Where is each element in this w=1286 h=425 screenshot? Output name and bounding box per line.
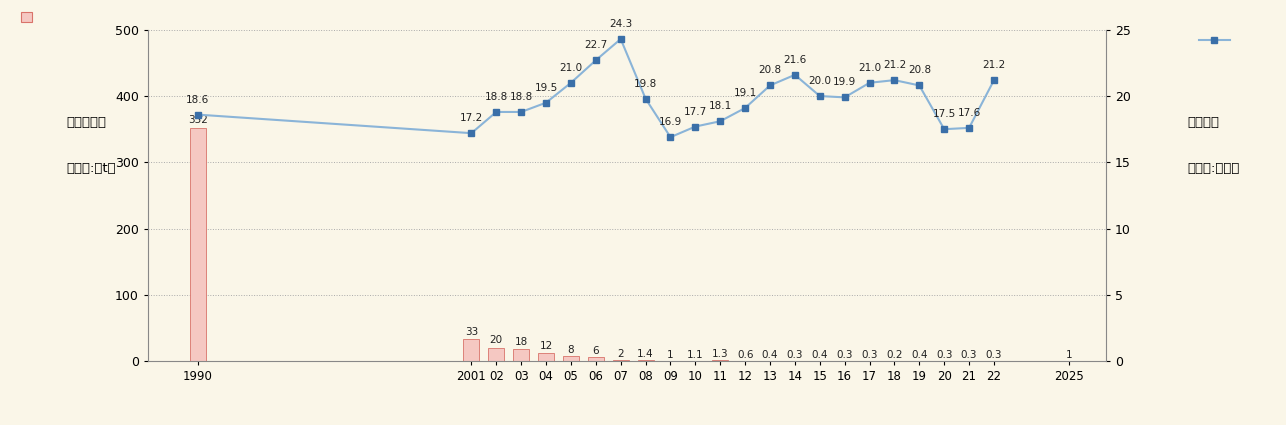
Text: 19.8: 19.8 [634,79,657,89]
Text: 2: 2 [617,349,624,359]
Bar [538,353,554,361]
Bar [588,357,604,361]
Text: 20.0: 20.0 [809,76,831,86]
Bar [513,349,530,361]
Text: 20.8: 20.8 [759,65,782,76]
Text: 16.9: 16.9 [658,117,682,127]
Text: 1.3: 1.3 [712,349,729,360]
Bar [463,340,480,361]
Text: 0.3: 0.3 [936,350,953,360]
Text: 21.6: 21.6 [783,55,806,65]
Text: （単位:千t）: （単位:千t） [67,162,116,176]
Text: 21.0: 21.0 [858,63,881,73]
Text: （単位:兆円）: （単位:兆円） [1187,162,1240,176]
Text: 0.6: 0.6 [737,350,754,360]
Bar [563,356,579,361]
Text: 1: 1 [667,350,674,360]
Bar [638,360,653,361]
Text: 0.3: 0.3 [961,350,977,360]
Bar [612,360,629,361]
Text: 最終処分量: 最終処分量 [67,116,107,129]
Text: 19.1: 19.1 [733,88,756,98]
Text: 0.4: 0.4 [910,350,927,360]
Text: 17.7: 17.7 [684,107,707,116]
Text: 18.1: 18.1 [709,101,732,111]
Bar [489,348,504,361]
Bar [1061,360,1076,361]
Legend:  [21,12,41,23]
Text: 17.6: 17.6 [958,108,981,118]
Text: 21.2: 21.2 [882,60,907,70]
Text: 0.3: 0.3 [986,350,1002,360]
Text: 0.3: 0.3 [862,350,878,360]
Text: 0.3: 0.3 [787,350,804,360]
Text: 19.9: 19.9 [833,77,856,88]
Text: 18.8: 18.8 [485,92,508,102]
Text: 12: 12 [539,341,553,351]
Text: 17.2: 17.2 [460,113,484,123]
Text: 22.7: 22.7 [584,40,607,50]
Text: 33: 33 [464,327,478,337]
Text: 24.3: 24.3 [610,19,633,29]
Text: 1.1: 1.1 [687,349,703,360]
Text: 20: 20 [490,335,503,346]
Text: 0.4: 0.4 [761,350,778,360]
Bar [712,360,728,361]
Text: 1.4: 1.4 [638,349,653,359]
Text: 18.8: 18.8 [509,92,532,102]
Text: 20.8: 20.8 [908,65,931,76]
Text: 19.5: 19.5 [535,83,558,93]
Text: 17.5: 17.5 [932,109,955,119]
Text: 8: 8 [567,345,575,355]
Text: 21.0: 21.0 [559,63,583,73]
Text: 1: 1 [1065,350,1073,360]
Text: 6: 6 [593,346,599,356]
Text: 352: 352 [188,115,207,125]
Legend:  [1193,29,1245,52]
Bar [687,360,703,361]
Text: 生産金額: 生産金額 [1187,116,1219,129]
Text: 21.2: 21.2 [983,60,1006,70]
Bar [662,360,679,361]
Text: 0.3: 0.3 [836,350,853,360]
Text: 0.4: 0.4 [811,350,828,360]
Text: 18: 18 [514,337,527,347]
Bar [189,128,206,361]
Text: 18.6: 18.6 [186,95,210,105]
Text: 0.2: 0.2 [886,350,903,360]
